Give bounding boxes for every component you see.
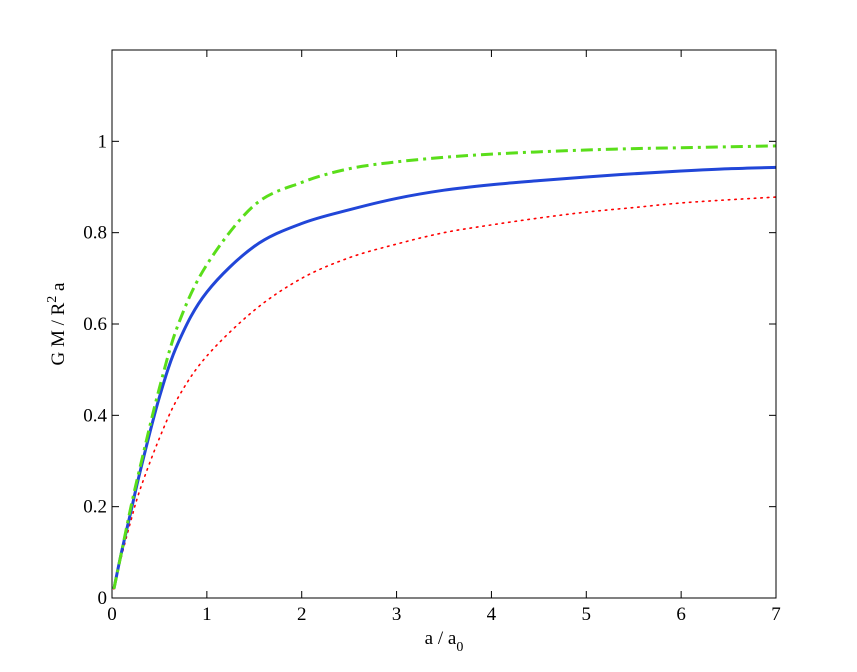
x-tick-label: 0 bbox=[107, 604, 117, 625]
y-tick-label: 1 bbox=[98, 131, 108, 152]
series-line-solid bbox=[112, 165, 777, 590]
x-axis-label: a / a0 bbox=[425, 628, 464, 655]
ticks-layer: 0 1 2 3 4 5 6 7 0 0.2 0.4 0.6 0.8 1 bbox=[83, 50, 781, 625]
y-axis-label: G M / R2 a bbox=[45, 282, 69, 366]
y-tick-label: 0.8 bbox=[83, 223, 107, 244]
series-line-dashdot bbox=[112, 144, 777, 590]
x-tick-label: 4 bbox=[487, 604, 497, 625]
y-tick-label: 0 bbox=[98, 588, 108, 609]
y-axis-label-sup: 2 bbox=[45, 296, 60, 303]
x-tick-label: 3 bbox=[392, 604, 402, 625]
y-tick-label: 0.4 bbox=[83, 405, 107, 426]
y-axis-label-pre: G M / R bbox=[48, 302, 69, 365]
series-layer bbox=[112, 144, 777, 590]
y-tick-label: 0.2 bbox=[83, 497, 107, 518]
x-tick-label: 2 bbox=[297, 604, 307, 625]
x-axis-label-sub: 0 bbox=[456, 640, 463, 655]
y-tick-label: 0.6 bbox=[83, 314, 107, 335]
x-tick-label: 7 bbox=[771, 604, 781, 625]
x-tick-label: 5 bbox=[582, 604, 592, 625]
series-line-dotted bbox=[113, 196, 777, 590]
y-axis-label-post: a bbox=[48, 282, 69, 296]
x-tick-label: 6 bbox=[676, 604, 686, 625]
plot-area bbox=[112, 50, 776, 598]
x-tick-label: 1 bbox=[202, 604, 212, 625]
x-axis-label-main: a / a bbox=[425, 628, 457, 649]
